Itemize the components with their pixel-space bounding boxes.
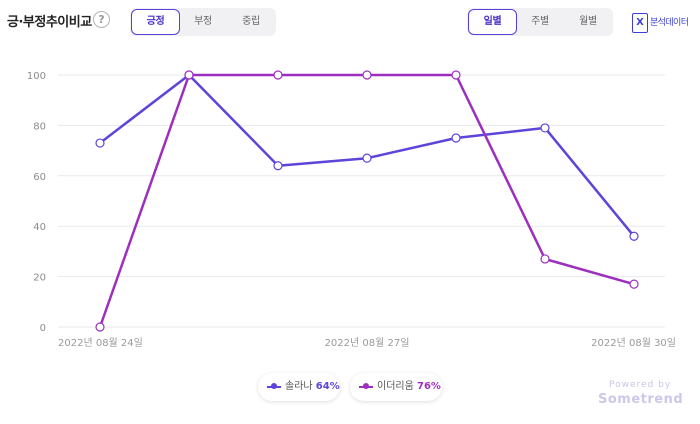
data-point [95, 322, 105, 332]
y-tick-label: 0 [40, 323, 46, 334]
x-axis-ticks: 2022년 08월 24일 2022년 08월 27일 2022년 08월 30일 [58, 337, 676, 349]
help-icon[interactable]: ? [93, 11, 110, 28]
legend-name: 솔라나 [285, 381, 313, 392]
chart-grid [58, 74, 665, 328]
tab-daily[interactable]: 일별 [468, 9, 517, 35]
page-title: 긍·부정추이비교 [7, 15, 92, 30]
tab-monthly[interactable]: 월별 [579, 16, 597, 27]
powered-by-label: Powered by [609, 380, 672, 390]
y-tick-label: 20 [33, 273, 46, 284]
data-point [362, 70, 372, 80]
legend-name: 이더리움 [377, 381, 414, 392]
tab-weekly[interactable]: 주별 [531, 16, 549, 27]
series-2 [95, 70, 639, 332]
series-1 [95, 70, 639, 241]
excel-icon[interactable]: X [632, 13, 648, 33]
sentiment-tabs: 긍정 부정 중립 [130, 8, 276, 36]
tab-negative[interactable]: 부정 [194, 16, 212, 27]
data-point [451, 133, 461, 143]
data-point [629, 231, 639, 241]
data-point [95, 138, 105, 148]
data-point [273, 161, 283, 171]
legend-pct: 76% [417, 381, 441, 392]
legend-pct: 64% [315, 381, 340, 392]
data-point [629, 279, 639, 289]
y-tick-label: 60 [33, 172, 46, 183]
data-point [540, 123, 550, 133]
data-point [362, 153, 372, 163]
period-tabs: 일별 주별 월별 [467, 8, 613, 36]
legend-swatch-icon [267, 383, 281, 389]
data-point [451, 70, 461, 80]
chart-series [95, 70, 639, 332]
x-tick-label: 2022년 08월 24일 [58, 337, 143, 349]
legend-swatch-icon [359, 383, 373, 389]
y-tick-label: 40 [33, 222, 46, 233]
legend-item-2[interactable]: 이더리움 76% [350, 373, 442, 401]
data-point [184, 70, 194, 80]
data-point [273, 70, 283, 80]
y-tick-label: 80 [33, 121, 46, 132]
y-axis-ticks: 0 20 40 60 80 100 [27, 71, 46, 334]
tab-neutral[interactable]: 중립 [242, 16, 260, 27]
brand-logo: Sometrend [598, 392, 684, 407]
tab-positive[interactable]: 긍정 [131, 9, 180, 35]
legend-item-1[interactable]: 솔라나 64% [258, 373, 340, 401]
series-line [98, 73, 635, 328]
data-point [540, 254, 550, 264]
x-tick-label: 2022년 08월 30일 [591, 337, 676, 349]
x-tick-label: 2022년 08월 27일 [325, 337, 410, 349]
y-tick-label: 100 [27, 71, 46, 82]
export-data-button[interactable]: 분석데이터 [650, 18, 689, 28]
